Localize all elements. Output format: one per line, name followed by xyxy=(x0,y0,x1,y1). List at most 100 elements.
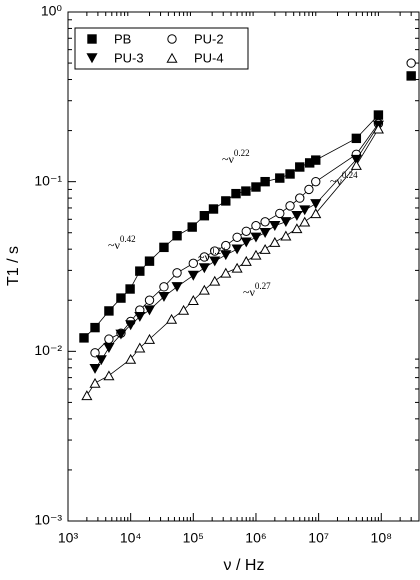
point xyxy=(159,242,169,253)
point xyxy=(232,232,242,243)
point xyxy=(275,173,285,183)
point xyxy=(172,231,182,241)
plot-frame xyxy=(67,11,420,522)
point xyxy=(250,249,262,260)
legend-label: PU-4 xyxy=(194,50,224,65)
point xyxy=(351,133,362,144)
point xyxy=(144,256,155,266)
point xyxy=(208,204,219,214)
point xyxy=(259,243,271,254)
point xyxy=(373,110,384,120)
point xyxy=(221,196,231,206)
point xyxy=(104,306,114,316)
point xyxy=(144,295,155,305)
point xyxy=(171,282,183,293)
point xyxy=(79,333,89,343)
annotation-exponent: 0.42 xyxy=(120,234,136,244)
point xyxy=(116,293,126,303)
point xyxy=(166,313,178,324)
legend-marker xyxy=(167,34,177,44)
annotation-base: ~ν xyxy=(198,250,210,264)
legend-marker xyxy=(87,34,97,44)
point xyxy=(143,305,156,316)
point xyxy=(350,154,362,165)
point xyxy=(134,312,146,322)
point xyxy=(188,258,199,269)
point xyxy=(125,284,135,294)
legend-label: PU-3 xyxy=(114,50,144,65)
point xyxy=(210,246,220,256)
point xyxy=(198,263,210,274)
point xyxy=(199,211,210,221)
legend-box xyxy=(74,27,249,70)
point xyxy=(280,230,292,241)
annotation-exponent: 0.27 xyxy=(255,281,271,291)
point xyxy=(125,320,137,331)
point xyxy=(220,250,232,261)
point xyxy=(406,58,416,68)
point xyxy=(285,169,295,179)
point xyxy=(231,188,241,199)
x-tick-label: 10⁴ xyxy=(120,530,142,546)
point xyxy=(125,353,137,364)
point xyxy=(199,252,210,262)
point xyxy=(241,186,251,196)
point xyxy=(95,355,107,366)
point xyxy=(291,223,303,234)
point xyxy=(259,228,271,238)
point xyxy=(231,262,243,273)
annotation: ~ν0.22 xyxy=(222,148,250,166)
point xyxy=(280,217,292,228)
legend-marker xyxy=(86,53,98,64)
annotation-exponent: 0.24 xyxy=(210,246,226,256)
annotation: ~ν0.42 xyxy=(108,234,136,252)
point xyxy=(285,201,295,211)
x-tick-label: 10⁵ xyxy=(183,530,204,546)
x-tick-label: 10³ xyxy=(58,530,79,546)
point xyxy=(295,193,305,203)
point xyxy=(89,377,101,388)
annotation-base: ~ν xyxy=(243,285,255,299)
point xyxy=(299,216,311,227)
point xyxy=(250,232,262,243)
point xyxy=(187,222,197,232)
point xyxy=(251,221,261,231)
x-tick-label: 10⁶ xyxy=(245,530,266,546)
point xyxy=(209,256,221,267)
point xyxy=(159,282,169,292)
point xyxy=(89,364,101,374)
annotation: ~ν0.24 xyxy=(198,246,226,264)
annotation: ~ν0.27 xyxy=(243,281,271,299)
point xyxy=(115,329,127,340)
point xyxy=(291,211,303,221)
point xyxy=(178,304,190,315)
point xyxy=(90,348,100,358)
point xyxy=(260,176,270,187)
point xyxy=(220,267,232,278)
point xyxy=(372,123,384,134)
point xyxy=(299,205,311,216)
point xyxy=(143,333,156,344)
series-line xyxy=(83,114,379,339)
point xyxy=(172,268,182,278)
point xyxy=(221,240,231,251)
point xyxy=(231,244,243,255)
point xyxy=(209,275,221,286)
annotation-exponent: 0.22 xyxy=(234,148,250,158)
point xyxy=(269,236,281,247)
annotation-exponent: 0.24 xyxy=(342,170,358,180)
point xyxy=(198,284,210,295)
point xyxy=(406,71,416,81)
legend-marker xyxy=(166,52,178,63)
point xyxy=(269,221,281,231)
annotation: ~ν0.24 xyxy=(330,170,358,188)
point xyxy=(240,255,252,266)
point xyxy=(104,334,114,344)
point xyxy=(350,160,362,170)
point xyxy=(187,270,199,281)
point xyxy=(240,237,252,248)
x-tick-label: 10⁸ xyxy=(371,530,393,546)
annotation-base: ~ν xyxy=(330,174,342,188)
point xyxy=(275,208,285,219)
